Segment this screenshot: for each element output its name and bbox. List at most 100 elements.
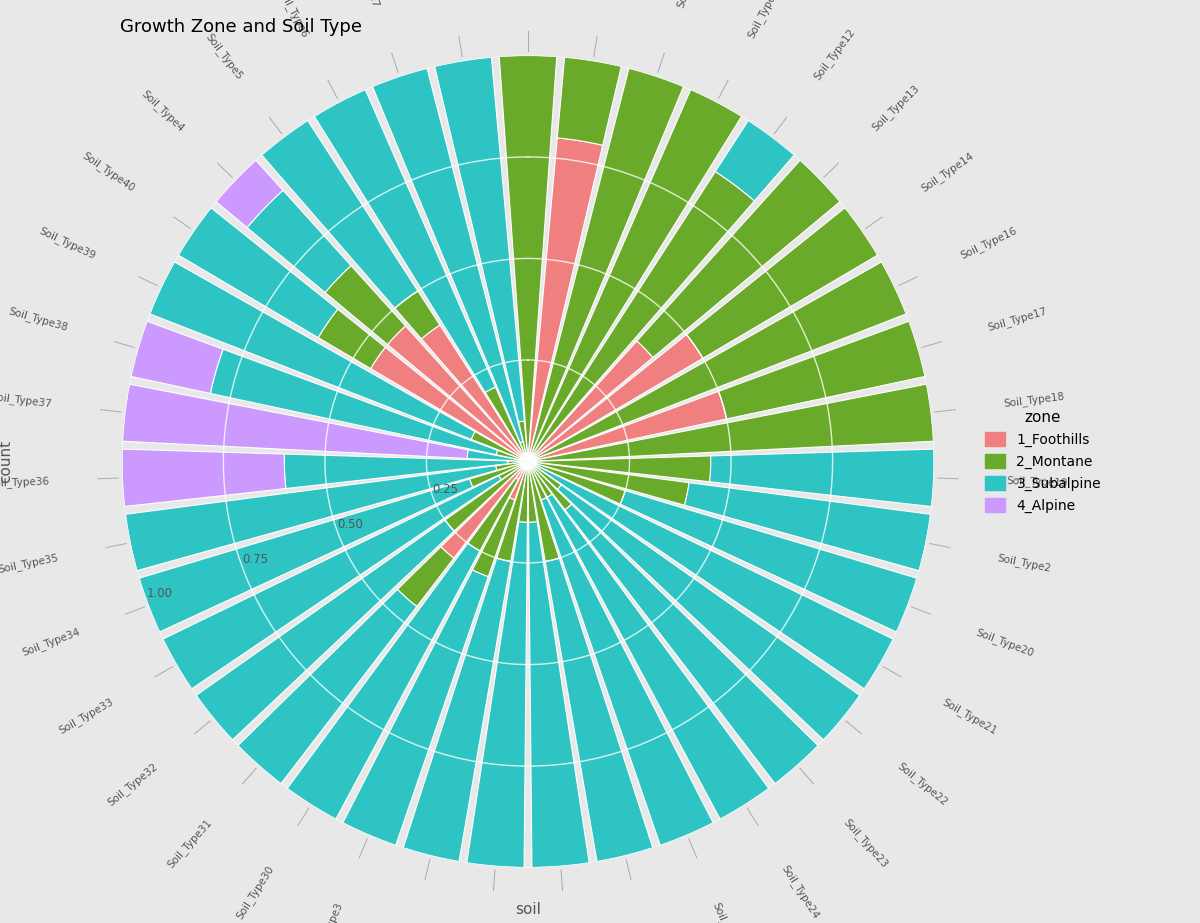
Bar — [122, 384, 468, 459]
Bar — [122, 450, 286, 507]
Text: Soil_Type36: Soil_Type36 — [0, 475, 49, 488]
Bar — [528, 90, 742, 462]
Text: Growth Zone and Soil Type: Growth Zone and Soil Type — [120, 18, 362, 37]
Bar — [210, 349, 498, 455]
Text: Soil_Type22: Soil_Type22 — [895, 761, 950, 808]
Text: Soil_Type37: Soil_Type37 — [0, 391, 53, 409]
Text: soil: soil — [515, 902, 541, 917]
Bar — [287, 544, 480, 820]
Text: Soil_Type38: Soil_Type38 — [7, 306, 70, 333]
Bar — [528, 462, 546, 500]
Text: Soil_Type18: Soil_Type18 — [1003, 391, 1066, 409]
Bar — [179, 208, 337, 338]
Bar — [558, 485, 860, 740]
Text: Soil_Type25: Soil_Type25 — [710, 900, 745, 923]
Bar — [715, 120, 794, 201]
Text: Soil_Type12: Soil_Type12 — [811, 26, 857, 81]
Bar — [528, 391, 726, 462]
Text: Soil_Type11: Soil_Type11 — [746, 0, 784, 40]
Bar — [528, 462, 689, 505]
Bar — [247, 190, 352, 293]
Bar — [262, 120, 418, 308]
Bar — [284, 454, 508, 488]
Text: Soil_Type31: Soil_Type31 — [166, 817, 215, 869]
Text: Soil_Type14: Soil_Type14 — [919, 150, 976, 194]
Bar — [528, 138, 602, 461]
Text: Soil_Type4: Soil_Type4 — [139, 88, 186, 134]
Bar — [719, 321, 925, 419]
Bar — [528, 462, 625, 504]
Bar — [440, 462, 528, 558]
Bar — [528, 341, 653, 462]
Bar — [473, 497, 515, 577]
Text: Soil_Type30: Soil_Type30 — [234, 864, 276, 921]
Bar — [518, 462, 528, 522]
Text: Soil_Type3: Soil_Type3 — [313, 900, 346, 923]
Text: Soil_Type5: Soil_Type5 — [203, 31, 245, 81]
Bar — [497, 462, 528, 561]
Text: Soil_Type35: Soil_Type35 — [0, 552, 60, 575]
Text: Soil_Type33: Soil_Type33 — [58, 696, 115, 737]
Bar — [510, 462, 528, 500]
Text: Soil_Type2: Soil_Type2 — [996, 552, 1052, 573]
Bar — [686, 208, 877, 358]
Bar — [468, 478, 518, 551]
Bar — [196, 520, 454, 740]
Bar — [545, 558, 653, 862]
Bar — [518, 421, 528, 462]
Bar — [388, 326, 528, 462]
Bar — [499, 462, 528, 480]
Bar — [528, 384, 934, 462]
Bar — [528, 462, 538, 522]
Bar — [371, 347, 528, 462]
Bar — [318, 309, 385, 368]
Bar — [403, 558, 511, 862]
Bar — [528, 262, 906, 462]
Bar — [547, 494, 769, 820]
Text: Soil_Type32: Soil_Type32 — [106, 761, 161, 808]
Bar — [520, 460, 528, 462]
Bar — [125, 466, 497, 570]
Text: Soil_Type19: Soil_Type19 — [1007, 475, 1068, 488]
Bar — [528, 462, 571, 509]
Bar — [325, 266, 406, 344]
Bar — [372, 68, 523, 443]
Bar — [314, 90, 496, 392]
Bar — [528, 462, 552, 497]
Text: Soil_Type16: Soil_Type16 — [959, 225, 1019, 261]
Text: Soil_Type21: Soil_Type21 — [941, 696, 998, 737]
Bar — [508, 461, 528, 463]
Bar — [684, 483, 931, 570]
Bar — [516, 462, 528, 479]
Bar — [131, 321, 223, 393]
Bar — [565, 504, 818, 784]
Bar — [485, 387, 528, 462]
Text: count: count — [0, 440, 13, 483]
Bar — [343, 569, 488, 845]
Text: Soil_Type10: Soil_Type10 — [674, 0, 704, 8]
Bar — [528, 335, 703, 462]
Bar — [467, 521, 528, 868]
Bar — [528, 462, 893, 689]
Text: Soil_Type23: Soil_Type23 — [841, 817, 890, 869]
Bar — [139, 479, 473, 632]
Bar — [528, 456, 710, 482]
Bar — [528, 462, 559, 561]
Bar — [216, 160, 283, 228]
Bar — [163, 475, 502, 689]
Bar — [445, 462, 528, 531]
Bar — [620, 491, 917, 632]
Bar — [528, 462, 562, 489]
Bar — [397, 546, 454, 606]
Bar — [496, 462, 528, 470]
Text: Soil_Type20: Soil_Type20 — [974, 627, 1036, 658]
Bar — [421, 325, 528, 462]
Bar — [467, 450, 520, 462]
Text: Soil_Type40: Soil_Type40 — [80, 150, 137, 194]
Text: Soil_Type17: Soil_Type17 — [986, 306, 1049, 333]
Bar — [528, 521, 589, 868]
Bar — [238, 590, 416, 784]
Bar — [499, 55, 557, 462]
Text: Soil_Type39: Soil_Type39 — [37, 225, 97, 261]
Bar — [150, 262, 475, 439]
